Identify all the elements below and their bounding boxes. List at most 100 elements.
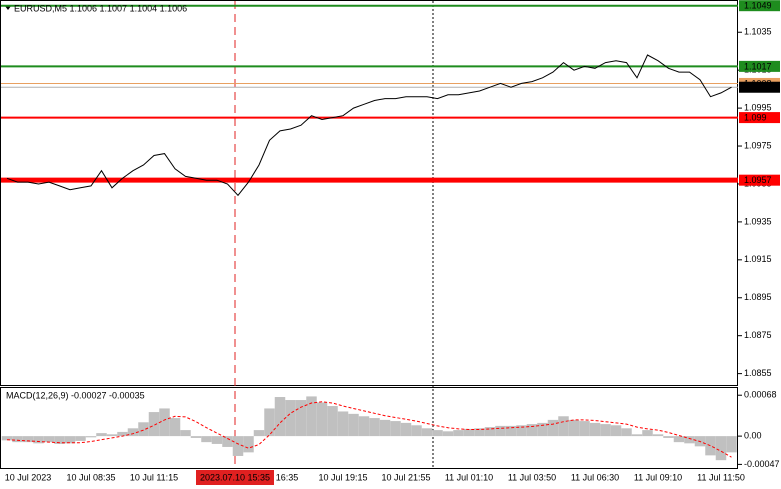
macd-bar (484, 427, 496, 437)
macd-bar (54, 436, 65, 444)
macd-bar (516, 425, 527, 437)
macd-bar (243, 436, 254, 453)
y-tick-label: 1.0855 (744, 368, 772, 378)
macd-bar (232, 436, 244, 456)
title-marker (5, 6, 11, 10)
macd-bar (85, 436, 97, 438)
x-tick-label: Jul 16:35 (262, 472, 299, 482)
price-panel (0, 0, 738, 386)
macd-bar (390, 421, 401, 437)
macd-bar (369, 418, 380, 437)
macd-bar (453, 430, 464, 437)
macd-bar (201, 436, 212, 443)
y-tick-label: 1.0875 (744, 330, 772, 340)
macd-bar (631, 434, 643, 437)
macd-bar (579, 421, 590, 437)
macd-bar (547, 419, 559, 437)
x-tick-label: 10 Jul 08:35 (66, 472, 115, 482)
y-tick-label: 1.0995 (744, 102, 772, 112)
macd-bar (148, 412, 160, 437)
macd-bar (327, 406, 338, 437)
macd-bar (22, 436, 34, 443)
macd-bar (568, 419, 580, 437)
macd-bar (663, 436, 674, 438)
macd-bar (285, 400, 296, 437)
macd-bar (306, 396, 317, 437)
macd-bar (33, 436, 44, 444)
macd-bar (379, 419, 391, 437)
macd-bar (316, 402, 328, 437)
y-tick-label: 0.00068 (744, 390, 777, 400)
level-label: 1.0957 (744, 175, 772, 185)
y-tick-label: 1.0915 (744, 254, 772, 264)
x-tick-label: 10 Jul 21:55 (381, 472, 430, 482)
macd-bar (1, 436, 13, 441)
level-label: 1.1049 (744, 1, 772, 11)
signal-line (6, 401, 732, 458)
macd-bar (621, 428, 632, 437)
level-box (739, 112, 780, 124)
macd-title: MACD(12,26,9) -0.00027 -0.00035 (6, 390, 145, 400)
macd-bar (348, 413, 359, 437)
y-tick-label: 1.0975 (744, 140, 772, 150)
macd-bar (96, 433, 107, 437)
x-tick-label: 10 Jul 19:15 (318, 472, 367, 482)
macd-bar (421, 428, 433, 437)
macd-panel (0, 387, 738, 469)
macd-bar (117, 431, 128, 437)
crosshair-box (196, 470, 274, 485)
macd-bar (253, 430, 265, 437)
macd-bar (411, 425, 422, 437)
crosshair-label: 2023.07.10 15:35 (200, 472, 270, 482)
macd-bar (642, 430, 653, 437)
level-label: 1.1006 (744, 82, 772, 92)
macd-bar (526, 424, 538, 437)
y-tick-label: 1.0935 (744, 216, 772, 226)
x-tick-label: 10 Jul 2023 (5, 472, 52, 482)
level-label: 1.099 (744, 112, 767, 122)
macd-bar (715, 436, 727, 461)
macd-bar (726, 436, 737, 453)
macd-bar (12, 436, 23, 443)
macd-bar (474, 428, 485, 437)
price-line (6, 54, 732, 197)
y-tick-label: 1.1035 (744, 27, 772, 37)
macd-bar (705, 436, 716, 456)
macd-bar (190, 436, 202, 438)
macd-bar (138, 422, 149, 437)
level-box (739, 60, 780, 72)
macd-bar (600, 424, 611, 437)
macd-bar (537, 422, 548, 437)
macd-bar (558, 416, 569, 437)
macd-bar (442, 431, 454, 437)
level-box (739, 0, 780, 12)
macd-bar (684, 436, 695, 444)
macd-bar (264, 408, 275, 437)
macd-bar (589, 422, 601, 437)
x-tick-label: 10 Jul 11:15 (130, 472, 178, 482)
macd-bar (610, 425, 622, 437)
chart-title: EURUSD,M5 1.1006 1.1007 1.1004 1.1006 (14, 3, 187, 13)
level-box (739, 81, 780, 93)
x-tick-label: 11 Jul 03:50 (508, 472, 556, 482)
level-box (739, 174, 780, 186)
macd-bar (295, 400, 307, 437)
level-label: 1.1017 (744, 61, 772, 71)
macd-bar (495, 425, 506, 437)
macd-bar (43, 436, 55, 443)
macd-bar (159, 408, 170, 437)
macd-bar (75, 436, 86, 441)
macd-bar (432, 430, 443, 437)
macd-bar (337, 411, 349, 437)
macd-bar (211, 436, 223, 444)
x-tick-label: 11 Jul 06:30 (571, 472, 619, 482)
macd-bar (463, 428, 475, 437)
macd-bar (180, 430, 191, 437)
macd-bar (358, 416, 370, 437)
macd-bar (673, 436, 685, 443)
macd-bar (505, 425, 517, 437)
y-tick-label: 0.00 (744, 430, 762, 440)
x-tick-label: 11 Jul 09:10 (634, 472, 682, 482)
